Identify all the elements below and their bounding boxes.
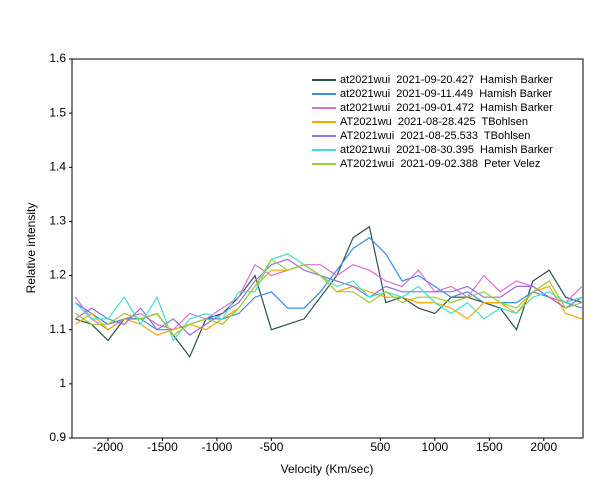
x-tick-label: -500 <box>259 440 283 454</box>
series-line <box>75 225 583 358</box>
series-line <box>74 258 583 336</box>
legend-label: at2021wui 2021-08-30.395 Hamish Barker <box>340 144 553 156</box>
y-tick-label: 1.5 <box>49 105 66 119</box>
y-axis-label: Relative intensity <box>24 203 38 294</box>
y-tick-label: 1.2 <box>49 268 66 282</box>
y-tick-label: 1 <box>59 376 66 390</box>
y-tick-label: 1.4 <box>49 159 66 173</box>
x-axis-label: Velocity (Km/sec) <box>281 462 374 476</box>
x-tick-label: -1000 <box>202 440 233 454</box>
x-tick-label: 1000 <box>421 440 448 454</box>
y-tick-label: 1.1 <box>49 322 66 336</box>
legend-label: AT2021wui 2021-08-25.533 TBohlsen <box>340 130 530 142</box>
legend-label: at2021wui 2021-09-20.427 Hamish Barker <box>340 74 553 86</box>
y-tick-label: 1.6 <box>49 51 66 65</box>
legend-label: AT2021wu 2021-08-28.425 TBohlsen <box>340 116 528 128</box>
series-line <box>74 253 583 342</box>
x-tick-label: 500 <box>370 440 390 454</box>
y-tick-label: 1.3 <box>49 214 66 228</box>
x-tick-label: 1500 <box>476 440 503 454</box>
legend-label: at2021wui 2021-09-11.449 Hamish Barker <box>340 88 552 100</box>
series-line <box>74 263 583 331</box>
legend-label: at2021wui 2021-09-01.472 Hamish Barker <box>340 102 553 114</box>
y-tick-label: 0.9 <box>49 430 66 444</box>
series-line <box>74 258 583 336</box>
x-tick-label: 2000 <box>530 440 557 454</box>
x-tick-label: -2000 <box>93 440 124 454</box>
x-tick-label: -1500 <box>147 440 178 454</box>
legend-label: AT2021wui 2021-09-02.388 Peter Velez <box>340 158 540 170</box>
plot-frame <box>71 58 584 439</box>
series-line <box>74 264 583 336</box>
